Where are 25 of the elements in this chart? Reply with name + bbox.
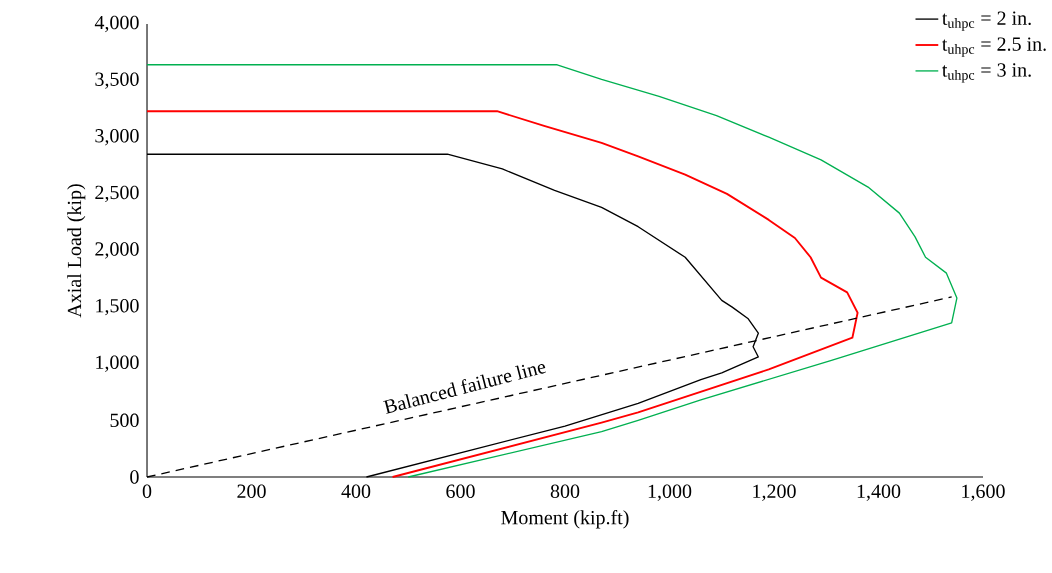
x-axis-title: Moment (kip.ft)	[501, 510, 629, 529]
x-tick-label: 600	[446, 484, 475, 499]
x-tick-label: 1,600	[962, 484, 1005, 501]
y-tick-label: 2,000	[95, 242, 139, 259]
y-tick-label: 2,500	[95, 185, 139, 203]
y-tick-label: 1,500	[96, 298, 139, 316]
y-tick-label: 1,000	[96, 355, 139, 372]
legend-label: t$_{uhpc}$ = 3 in.	[942, 63, 1031, 83]
y-tick-label: 4,000	[94, 15, 139, 33]
x-tick-label: 0	[142, 484, 152, 499]
y-tick-label: 500	[110, 413, 139, 428]
x-tick-label: 400	[341, 484, 371, 499]
x-tick-label: 800	[550, 484, 580, 499]
y-tick-label: 3,000	[95, 129, 139, 146]
y-axis-title: Axial Load (kip)	[67, 184, 86, 318]
line-series	[146, 110, 859, 478]
x-tick-label: 1,200	[753, 484, 796, 501]
x-tick-label: 200	[237, 484, 266, 499]
x-tick-label: 1,000	[648, 484, 692, 501]
x-tick-label: 1,400	[857, 484, 901, 501]
legend-label: t$_{uhpc}$ = 2 in.	[942, 11, 1031, 31]
annotation: Balanced failure line	[383, 364, 546, 414]
y-tick-label: 3,500	[95, 72, 139, 89]
legend-label: t$_{uhpc}$ = 2.5 in.	[942, 37, 1046, 57]
y-tick-label: 0	[130, 470, 139, 484]
